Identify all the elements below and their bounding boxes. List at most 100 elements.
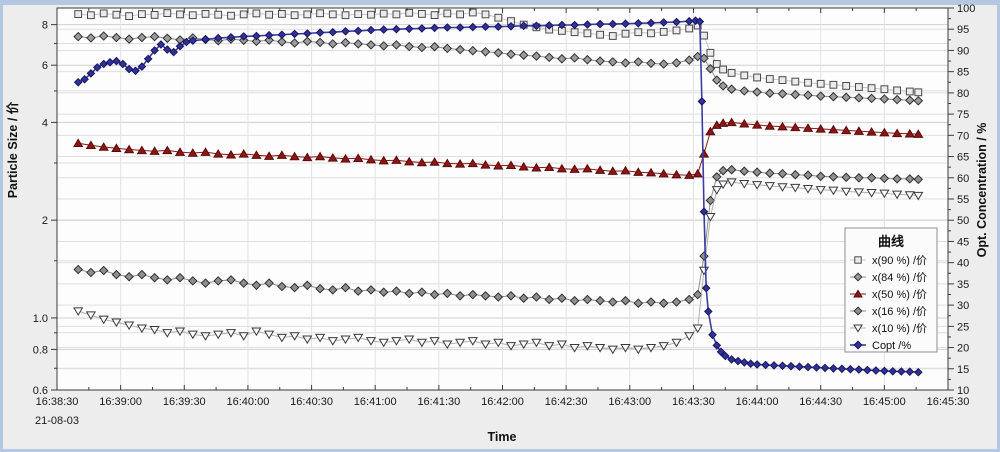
marker-x50: [391, 155, 402, 164]
marker-copt: [493, 22, 503, 32]
marker-x10: [505, 342, 517, 351]
marker-x16: [913, 174, 924, 185]
marker-x50: [645, 167, 657, 177]
marker-x50: [187, 148, 198, 157]
marker-x10: [162, 329, 173, 338]
marker-x50: [378, 155, 389, 165]
marker-x84: [289, 38, 300, 48]
marker-x84: [264, 35, 274, 45]
y-left-tick-label: 8: [42, 20, 48, 32]
legend-title: 曲线: [878, 234, 904, 249]
y-right-tick-label: 40: [957, 258, 969, 270]
marker-x16: [111, 269, 122, 280]
marker-x84: [684, 55, 694, 65]
marker-x16: [646, 297, 656, 307]
marker-x16: [417, 287, 427, 297]
marker-x50: [276, 150, 288, 159]
marker-x16: [340, 282, 351, 293]
marker-x16: [620, 295, 631, 306]
marker-x50: [790, 122, 801, 132]
marker-copt: [621, 19, 630, 29]
marker-x16: [595, 295, 605, 306]
marker-copt: [379, 25, 389, 34]
marker-x84: [493, 48, 504, 58]
marker-x90: [252, 9, 261, 18]
marker-x50: [658, 168, 669, 178]
marker-x50: [302, 152, 313, 162]
marker-x10: [904, 191, 915, 200]
marker-x10: [620, 343, 631, 353]
y-right-tick-label: 45: [957, 236, 969, 248]
marker-x84: [518, 50, 529, 60]
marker-x90: [647, 29, 655, 38]
marker-copt: [583, 20, 592, 29]
marker-x50: [913, 129, 924, 138]
marker-x10: [429, 337, 440, 346]
marker-copt: [80, 74, 89, 84]
marker-x10: [751, 181, 763, 190]
marker-x50: [764, 121, 775, 130]
marker-x90: [765, 75, 774, 83]
marker-x16: [658, 298, 669, 308]
marker-x90: [367, 10, 375, 19]
marker-copt: [684, 16, 694, 26]
marker-copt: [733, 356, 743, 366]
marker-x84: [595, 56, 605, 66]
legend-marker-x84: [853, 272, 863, 282]
marker-x16: [328, 285, 338, 295]
marker-x50: [698, 149, 710, 158]
marker-copt: [699, 207, 709, 217]
marker-x90: [914, 88, 923, 97]
marker-x90: [405, 8, 414, 17]
marker-copt: [888, 366, 898, 376]
marker-x84: [633, 57, 644, 67]
y-right-tick-label: 10: [957, 385, 969, 397]
marker-x90: [621, 29, 630, 38]
marker-copt: [366, 25, 376, 35]
marker-copt: [795, 362, 804, 372]
marker-x50: [620, 165, 631, 175]
legend-box: [844, 227, 938, 353]
marker-copt: [846, 364, 855, 374]
marker-x16: [366, 285, 376, 295]
marker-x90: [430, 11, 439, 19]
marker-copt: [315, 28, 325, 37]
marker-copt: [716, 347, 726, 357]
marker-copt: [506, 21, 516, 31]
marker-x16: [213, 276, 223, 286]
legend-marker-x90: [854, 256, 862, 264]
marker-x50: [353, 153, 364, 163]
marker-copt: [557, 20, 567, 30]
marker-x10: [404, 335, 415, 345]
marker-x16: [790, 169, 801, 180]
marker-copt: [595, 19, 605, 29]
marker-x16: [455, 291, 465, 301]
marker-copt: [143, 54, 153, 64]
y-right-tick-label: 65: [957, 152, 969, 164]
marker-x50: [340, 153, 351, 163]
marker-x50: [904, 128, 915, 138]
legend-item-copt: Copt /%: [850, 340, 911, 352]
marker-x84: [328, 39, 338, 49]
y-left-tick-label: 4: [42, 117, 48, 129]
marker-x84: [718, 81, 728, 91]
marker-x16: [905, 174, 915, 184]
marker-x90: [893, 86, 902, 95]
marker-x16: [86, 267, 96, 278]
marker-x10: [582, 342, 593, 351]
marker-x10: [73, 307, 84, 316]
marker-x90: [265, 10, 274, 19]
marker-x10: [531, 338, 542, 348]
marker-x50: [289, 151, 300, 161]
y-right-tick-label: 75: [957, 109, 969, 121]
marker-x50: [467, 158, 478, 168]
marker-copt: [455, 23, 465, 32]
series-line-x90: [78, 11, 919, 93]
legend-marker-x50: [853, 289, 863, 298]
marker-x10: [480, 340, 491, 350]
marker-x50: [162, 145, 173, 155]
marker-x16: [73, 264, 83, 275]
marker-x10: [327, 337, 338, 346]
marker-x84: [124, 34, 134, 44]
